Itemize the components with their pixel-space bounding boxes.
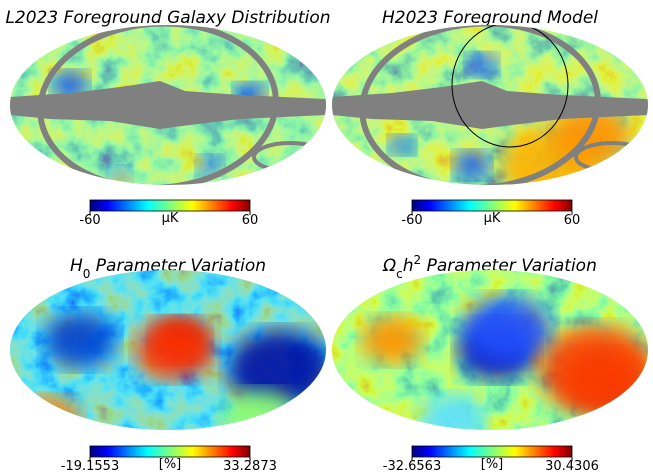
map-panel: H0 Parameter Variation -19.1553 33.2873 [%] [10,256,326,473]
title-run: Parameter Variation [90,256,266,276]
colorbar [411,199,573,212]
colorbar-tick-label: -32.6563 [383,459,441,473]
mask-ring [359,25,601,185]
map-feature [43,312,117,368]
colorbar [89,445,251,458]
colorbar-tick-label: 30.4306 [545,459,599,473]
map-feature [197,155,223,175]
title-run: 0 [83,267,91,281]
map-feature [108,166,132,184]
map-feature [360,316,424,364]
map-feature [453,151,491,179]
colorbar [411,445,573,458]
mask-ring [37,25,279,185]
panel-title: L2023 Foreground Galaxy Distribution [5,8,330,28]
colorbar [89,199,251,212]
model-contour [451,25,569,148]
map-feature [418,394,486,430]
panel-title: H2023 Foreground Model [382,8,598,28]
sky-map [10,25,326,185]
sky-map [332,25,648,185]
title-run: h [403,256,414,276]
sky-map [10,270,326,430]
title-run: c [396,267,403,281]
colorbar-unit: μK [484,211,501,226]
title-run: H [70,256,83,276]
map-feature [18,396,82,430]
colorbar-tick-label: 60 [242,213,259,228]
colorbar-tick-label: 33.2873 [223,459,277,473]
map-feature [462,296,552,364]
map-feature [539,326,648,414]
map-feature [221,390,299,430]
galactic-mask [10,81,326,129]
map-feature [136,320,214,380]
map-panel: Ωch2 Parameter Variation-32.6563 30.4306[… [332,253,648,473]
colorbar-tick-label: -60 [79,213,100,228]
colorbar-unit: [%] [481,457,504,472]
map-panel: L2023 Foreground Galaxy Distribution -60 6… [5,8,330,228]
sky-map [332,270,648,430]
colorbar-unit: [%] [159,457,182,472]
colorbar-unit: μK [162,211,179,226]
colorbar-tick-label: -60 [401,213,422,228]
galactic-mask [332,81,648,129]
title-run: 2 [414,253,422,267]
map-feature [466,53,498,77]
colorbar-tick-label: -19.1553 [61,459,119,473]
colorbar-tick-label: 60 [564,213,581,228]
panel-title: H0 Parameter Variation [70,256,266,281]
map-feature [284,178,316,185]
title-run: Ω [382,256,396,276]
map-panel: H2023 Foreground Model -60 60 μK [332,8,648,228]
map-feature [389,135,415,155]
